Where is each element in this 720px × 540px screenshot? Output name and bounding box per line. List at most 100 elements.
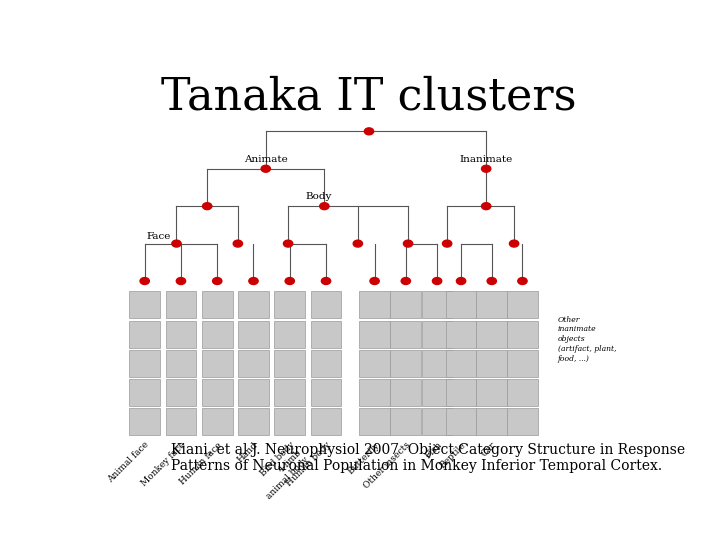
Circle shape [233, 240, 243, 247]
FancyBboxPatch shape [390, 321, 421, 348]
Circle shape [176, 278, 186, 285]
FancyBboxPatch shape [446, 379, 477, 406]
FancyBboxPatch shape [422, 349, 452, 377]
Circle shape [261, 165, 271, 172]
FancyBboxPatch shape [359, 292, 390, 319]
Text: Butterfly: Butterfly [346, 440, 381, 476]
Text: Inanimate: Inanimate [459, 155, 513, 164]
Circle shape [172, 240, 181, 247]
Text: Tanaka IT clusters: Tanaka IT clusters [161, 75, 577, 118]
FancyBboxPatch shape [477, 379, 507, 406]
Circle shape [487, 278, 496, 285]
FancyBboxPatch shape [274, 292, 305, 319]
Circle shape [202, 202, 212, 210]
FancyBboxPatch shape [274, 408, 305, 435]
FancyBboxPatch shape [390, 292, 421, 319]
Text: Hand: Hand [236, 440, 260, 464]
FancyBboxPatch shape [507, 408, 538, 435]
FancyBboxPatch shape [274, 321, 305, 348]
Text: Fish: Fish [423, 440, 444, 461]
FancyBboxPatch shape [507, 292, 538, 319]
FancyBboxPatch shape [422, 408, 452, 435]
FancyBboxPatch shape [274, 379, 305, 406]
FancyBboxPatch shape [446, 321, 477, 348]
FancyBboxPatch shape [477, 349, 507, 377]
FancyBboxPatch shape [507, 321, 538, 348]
FancyBboxPatch shape [130, 321, 160, 348]
FancyBboxPatch shape [477, 292, 507, 319]
Circle shape [482, 165, 491, 172]
Circle shape [285, 278, 294, 285]
FancyBboxPatch shape [422, 292, 452, 319]
FancyBboxPatch shape [202, 379, 233, 406]
FancyBboxPatch shape [166, 408, 197, 435]
Circle shape [443, 240, 451, 247]
Text: Body: Body [305, 192, 332, 201]
FancyBboxPatch shape [238, 321, 269, 348]
Circle shape [433, 278, 442, 285]
FancyBboxPatch shape [311, 408, 341, 435]
FancyBboxPatch shape [166, 349, 197, 377]
Text: Other
inanimate
objects
(artifact, plant,
food, ...): Other inanimate objects (artifact, plant… [557, 315, 616, 363]
FancyBboxPatch shape [507, 349, 538, 377]
Circle shape [518, 278, 527, 285]
FancyBboxPatch shape [202, 408, 233, 435]
Circle shape [370, 278, 379, 285]
Text: Animal face: Animal face [107, 440, 151, 485]
FancyBboxPatch shape [202, 349, 233, 377]
FancyBboxPatch shape [202, 292, 233, 319]
FancyBboxPatch shape [446, 292, 477, 319]
Circle shape [320, 202, 329, 210]
Circle shape [284, 240, 293, 247]
Text: Car: Car [480, 440, 498, 458]
Circle shape [401, 278, 410, 285]
Circle shape [364, 128, 374, 135]
FancyBboxPatch shape [359, 349, 390, 377]
Circle shape [403, 240, 413, 247]
FancyBboxPatch shape [446, 408, 477, 435]
FancyBboxPatch shape [390, 408, 421, 435]
Text: Reptile: Reptile [438, 440, 467, 470]
FancyBboxPatch shape [477, 321, 507, 348]
FancyBboxPatch shape [238, 349, 269, 377]
Circle shape [321, 278, 330, 285]
FancyBboxPatch shape [238, 379, 269, 406]
Circle shape [456, 278, 466, 285]
FancyBboxPatch shape [359, 408, 390, 435]
Text: Other insects: Other insects [362, 440, 412, 490]
Text: Human body: Human body [284, 440, 333, 488]
FancyBboxPatch shape [166, 292, 197, 319]
Circle shape [354, 240, 362, 247]
FancyBboxPatch shape [130, 349, 160, 377]
FancyBboxPatch shape [130, 408, 160, 435]
FancyBboxPatch shape [130, 292, 160, 319]
FancyBboxPatch shape [359, 321, 390, 348]
Text: Monkey face: Monkey face [140, 440, 187, 488]
FancyBboxPatch shape [311, 321, 341, 348]
Circle shape [510, 240, 518, 247]
FancyBboxPatch shape [202, 321, 233, 348]
Text: Face: Face [146, 232, 171, 241]
FancyBboxPatch shape [446, 349, 477, 377]
FancyBboxPatch shape [422, 379, 452, 406]
FancyBboxPatch shape [311, 292, 341, 319]
FancyBboxPatch shape [477, 408, 507, 435]
FancyBboxPatch shape [311, 349, 341, 377]
FancyBboxPatch shape [311, 379, 341, 406]
Circle shape [249, 278, 258, 285]
FancyBboxPatch shape [238, 408, 269, 435]
FancyBboxPatch shape [390, 349, 421, 377]
Text: Animate: Animate [244, 155, 288, 164]
FancyBboxPatch shape [390, 379, 421, 406]
FancyBboxPatch shape [166, 379, 197, 406]
FancyBboxPatch shape [507, 379, 538, 406]
Circle shape [140, 278, 149, 285]
FancyBboxPatch shape [359, 379, 390, 406]
Text: Human face: Human face [178, 440, 224, 486]
FancyBboxPatch shape [238, 292, 269, 319]
Text: Kiani, et al J. Neurophysiol 2007  Object Category Structure in Response
Pattern: Kiani, et al J. Neurophysiol 2007 Object… [171, 443, 685, 474]
FancyBboxPatch shape [130, 379, 160, 406]
Circle shape [482, 202, 491, 210]
FancyBboxPatch shape [274, 349, 305, 377]
Circle shape [212, 278, 222, 285]
